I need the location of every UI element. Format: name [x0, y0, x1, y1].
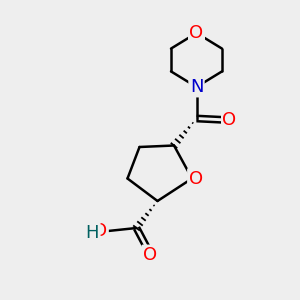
Text: O: O — [93, 222, 107, 240]
Text: H: H — [86, 224, 99, 242]
Text: O: O — [143, 246, 157, 264]
Text: N: N — [190, 78, 203, 96]
Text: O: O — [222, 111, 237, 129]
Text: O: O — [189, 24, 204, 42]
Text: O: O — [188, 169, 203, 188]
